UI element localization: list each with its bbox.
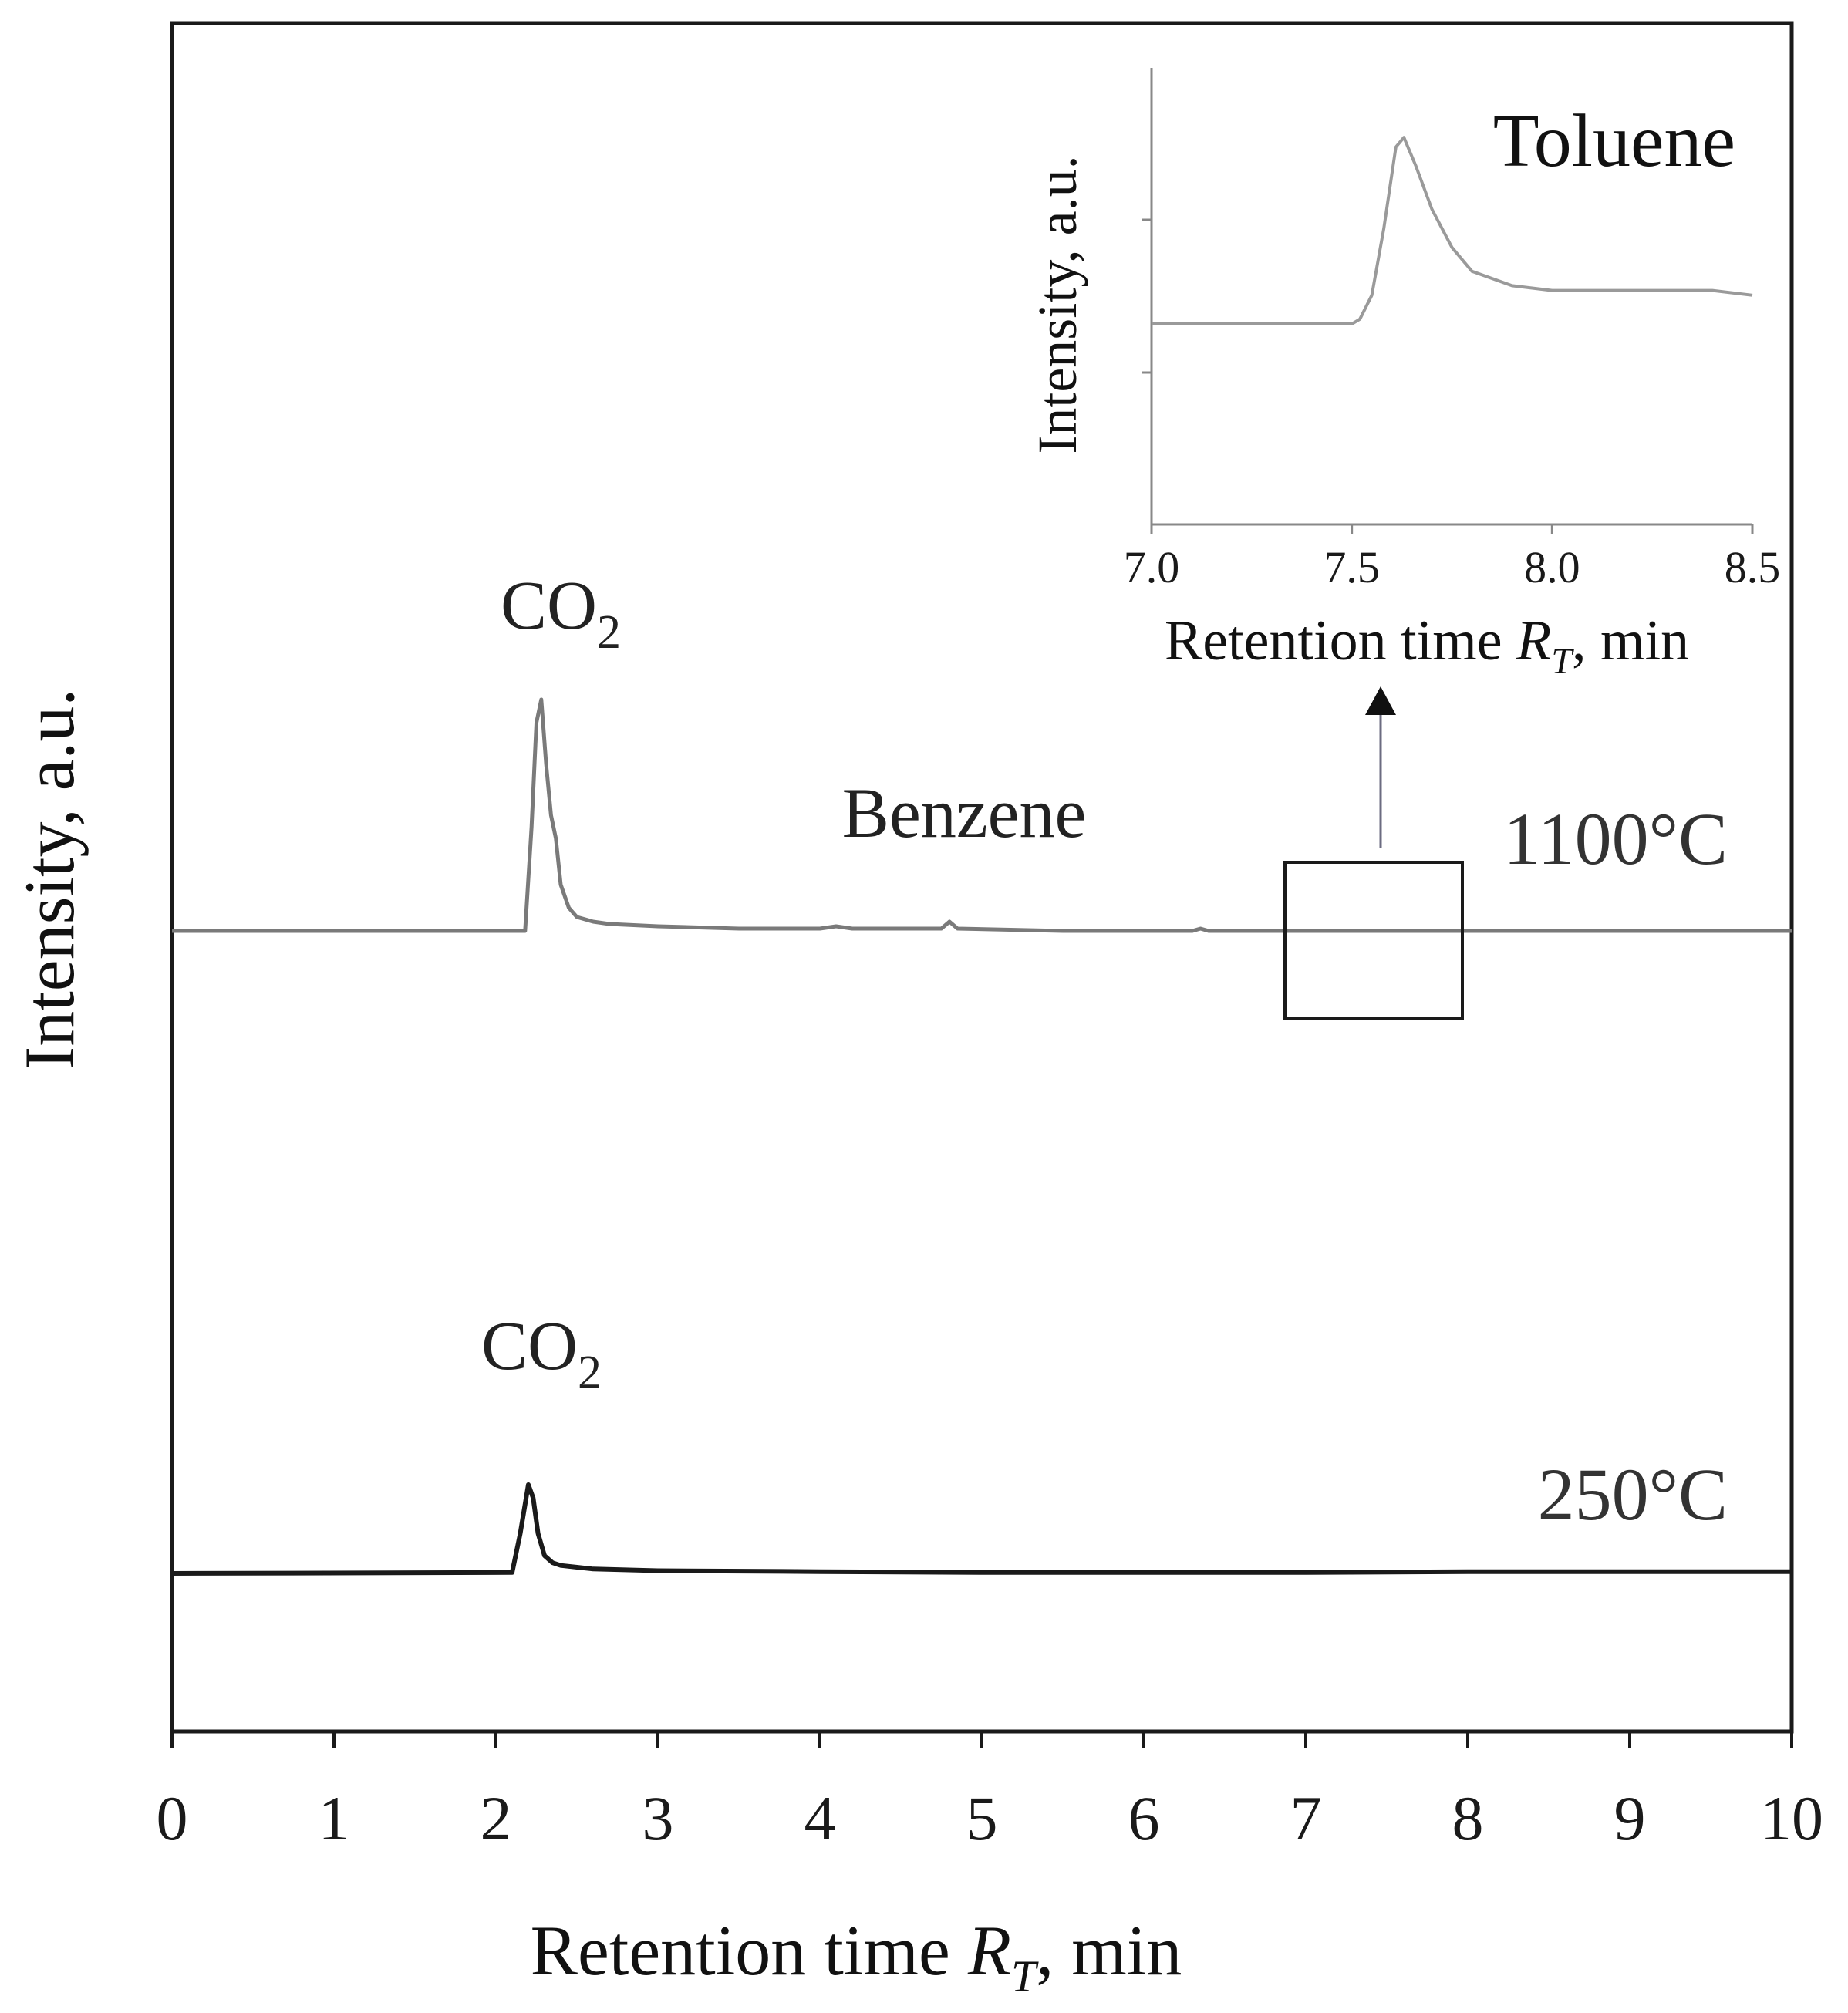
- inset-x-tick-label: 8.5: [1725, 542, 1781, 592]
- zoom-arrowhead: [1365, 686, 1396, 715]
- series-line-1100C: [172, 697, 1792, 933]
- inset-y-axis-title: Intensity, a.u.: [1027, 155, 1088, 454]
- main-x-tick-label: 4: [804, 1783, 836, 1853]
- main-series: [171, 697, 1792, 1576]
- main-x-tick-label: 1: [319, 1783, 350, 1853]
- main-x-tick-labels: 0 1 2 3 4 5 6 7 8 9 10: [157, 1783, 1824, 1853]
- main-x-tick-label: 3: [642, 1783, 674, 1853]
- inset-x-tick-label: 7.0: [1124, 542, 1180, 592]
- main-x-tick-label: 7: [1290, 1783, 1322, 1853]
- main-x-tick-label: 8: [1452, 1783, 1484, 1853]
- series-line-250C: [171, 1482, 1792, 1576]
- co2-peak-label: CO2: [481, 1308, 602, 1399]
- main-x-tick-label: 10: [1760, 1783, 1823, 1853]
- main-annotations: 1100°C CO2 Benzene 250°C CO2: [481, 568, 1728, 1536]
- inset-x-tick-labels: 7.0 7.5 8.0 8.5: [1124, 542, 1781, 592]
- inset-series: [1152, 136, 1753, 325]
- co2-peak-label: CO2: [501, 568, 621, 659]
- zoom-box: [1283, 861, 1464, 1020]
- inset-x-ticks: [1150, 524, 1754, 534]
- benzene-peak-label: Benzene: [842, 774, 1087, 852]
- main-x-tick-label: 6: [1128, 1783, 1160, 1853]
- inset-plot: 7.0 7.5 8.0 8.5 Toluene Retention time RT, …: [1010, 46, 1782, 686]
- inset-x-axis-title: Retention time RT, min: [1165, 609, 1689, 682]
- main-x-tick-label: 2: [481, 1783, 512, 1853]
- main-x-axis-title: Retention time RT, min: [531, 1911, 1182, 2001]
- series-line-toluene: [1152, 136, 1753, 325]
- series-label: 1100°C: [1503, 797, 1728, 880]
- inset-title: Toluene: [1493, 99, 1735, 183]
- main-y-axis-title: Intensity, a.u.: [10, 689, 89, 1071]
- main-x-tick-label: 0: [157, 1783, 188, 1853]
- main-x-tick-label: 5: [966, 1783, 998, 1853]
- main-plot: 0 1 2 3 4 5 6 7 8 9 10 1100°C CO2 Benzene 250°C CO2 Re…: [10, 21, 1824, 2001]
- main-x-ticks: [170, 1731, 1793, 1748]
- inset-x-tick-label: 8.0: [1524, 542, 1580, 592]
- main-x-tick-label: 9: [1614, 1783, 1646, 1853]
- series-label: 250°C: [1538, 1453, 1728, 1536]
- inset-x-tick-label: 7.5: [1324, 542, 1380, 592]
